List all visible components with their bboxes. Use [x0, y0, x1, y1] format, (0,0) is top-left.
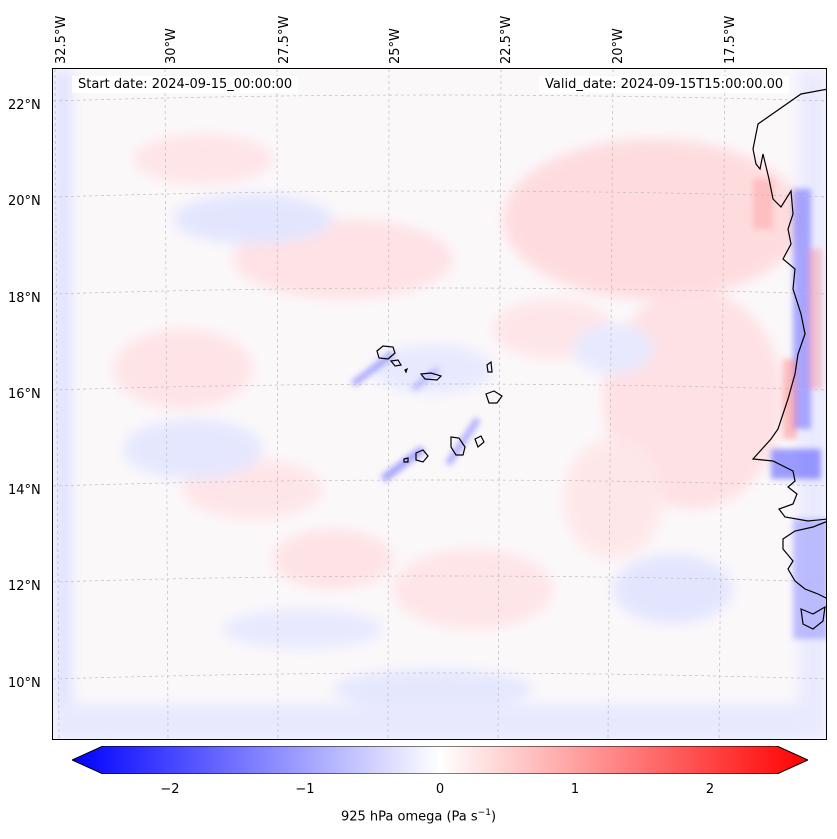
lat-label-22n: 22°N — [8, 98, 41, 113]
map-panel — [52, 68, 827, 740]
valid-date-label: Valid_date: 2024-09-15T15:00:00.00 — [539, 76, 790, 93]
colorbar-title: 925 hPa omega (Pa s−1) — [0, 808, 837, 824]
graticule — [53, 69, 826, 739]
lon-label-27-5w: 27.5°W — [277, 15, 292, 64]
colorbar-title-close: ) — [490, 809, 497, 825]
islands — [376, 345, 503, 463]
colorbar-tick-label: 1 — [570, 782, 580, 797]
map-canvas — [53, 69, 826, 739]
start-date-label: Start date: 2024-09-15_00:00:00 — [72, 76, 299, 93]
colorbar-title-text: 925 hPa omega (Pa s — [340, 809, 478, 825]
lat-label-18n: 18°N — [8, 291, 41, 306]
colorbar-tick-label: 2 — [705, 782, 715, 797]
lon-label-22-5w: 22.5°W — [499, 15, 514, 64]
lon-label-17-5w: 17.5°W — [723, 15, 738, 64]
colorbar-title-exponent: −1 — [477, 808, 491, 818]
island-santo-antao — [376, 345, 396, 360]
coastal-signal — [350, 179, 826, 639]
colorbar-body — [72, 746, 808, 774]
island-fogo — [415, 449, 429, 463]
colorbar-tick-label: −2 — [160, 782, 180, 797]
island-santa-luzia — [404, 367, 409, 374]
island-brava — [403, 457, 409, 463]
island-boa-vista — [485, 390, 503, 404]
island-sao-nicolau — [419, 372, 443, 381]
omega-field — [53, 69, 826, 739]
colorbar-tick-label: 0 — [435, 782, 445, 797]
island-sal — [486, 360, 493, 373]
lat-label-16n: 16°N — [8, 387, 41, 402]
lat-label-10n: 10°N — [8, 676, 41, 691]
lat-label-12n: 12°N — [8, 579, 41, 594]
colorbar-tick-label: −1 — [295, 782, 315, 797]
coastline — [751, 88, 826, 630]
lon-label-25w: 25°W — [388, 28, 403, 64]
lon-label-30w: 30°W — [164, 28, 179, 64]
island-sao-vicente — [389, 359, 402, 367]
lon-label-20w: 20°W — [611, 28, 626, 64]
island-santiago — [450, 436, 466, 456]
island-maio — [474, 435, 485, 449]
lon-label-32-5w: 32.5°W — [54, 15, 69, 64]
colorbar — [72, 746, 808, 774]
lat-label-20n: 20°N — [8, 194, 41, 209]
lat-label-14n: 14°N — [8, 483, 41, 498]
